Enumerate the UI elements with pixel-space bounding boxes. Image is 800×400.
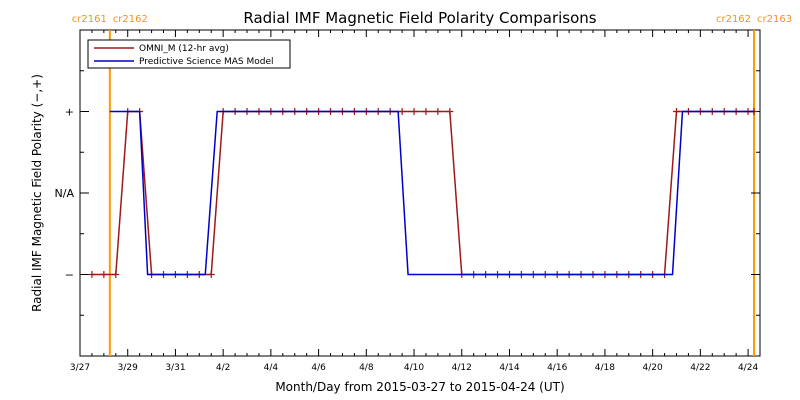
x-tick-label: 4/10 bbox=[404, 363, 424, 373]
omni-series-line bbox=[91, 110, 755, 276]
data-series bbox=[88, 108, 758, 278]
carrington-label-right: cr2163 bbox=[757, 14, 792, 25]
legend-label-mas: Predictive Science MAS Model bbox=[139, 57, 274, 67]
y-axis-label: Radial IMF Magnetic Field Polarity (−,+) bbox=[30, 74, 44, 312]
omni-data-point bbox=[112, 271, 120, 278]
x-tick-label: 4/20 bbox=[643, 363, 663, 373]
carrington-label-right: cr2162 bbox=[113, 14, 148, 25]
x-tick-label: 4/18 bbox=[595, 363, 615, 373]
x-tick-label: 4/4 bbox=[264, 363, 279, 373]
legend-label-omni: OMNI_M (12-hr avg) bbox=[139, 44, 229, 54]
y-tick-label: + bbox=[65, 106, 74, 119]
omni-data-point bbox=[672, 108, 680, 115]
omni-data-point bbox=[100, 271, 108, 278]
x-tick-label: 4/2 bbox=[216, 363, 230, 373]
x-tick-label: 3/27 bbox=[70, 363, 90, 373]
chart-title: Radial IMF Magnetic Field Polarity Compa… bbox=[243, 9, 596, 27]
legend-box bbox=[87, 39, 291, 69]
carrington-label-left: cr2161 bbox=[72, 14, 107, 25]
x-tick-label: 4/16 bbox=[547, 363, 567, 373]
omni-data-point bbox=[434, 108, 442, 115]
x-tick-label: 4/24 bbox=[738, 363, 758, 373]
x-tick-label: 4/22 bbox=[690, 363, 710, 373]
mas-series-line bbox=[109, 110, 755, 276]
x-tick-label: 4/12 bbox=[452, 363, 472, 373]
omni-data-point bbox=[410, 108, 418, 115]
omni-data-point bbox=[422, 108, 430, 115]
x-tick-label: 4/14 bbox=[499, 363, 519, 373]
axis-ticks: 3/27 3/29 3/31 4/2 4/4 4/6 4/8 4/10 4/12 4/14 4/16… bbox=[55, 29, 761, 373]
x-tick-label: 4/6 bbox=[311, 363, 326, 373]
legend: OMNI_M (12-hr avg) Predictive Science MA… bbox=[87, 39, 291, 69]
x-tick-label: 3/29 bbox=[118, 363, 138, 373]
omni-data-point bbox=[446, 108, 454, 115]
y-tick-label: N/A bbox=[55, 187, 75, 200]
x-tick-label: 4/8 bbox=[359, 363, 374, 373]
plot-frame bbox=[79, 29, 761, 357]
carrington-label-left: cr2162 bbox=[716, 14, 751, 25]
x-tick-label: 3/31 bbox=[165, 363, 185, 373]
omni-data-point bbox=[207, 271, 215, 278]
y-tick-label: − bbox=[65, 269, 74, 282]
omni-data-point bbox=[398, 108, 406, 115]
x-axis-label: Month/Day from 2015-03-27 to 2015-04-24 … bbox=[275, 380, 564, 394]
omni-data-point bbox=[88, 271, 96, 278]
